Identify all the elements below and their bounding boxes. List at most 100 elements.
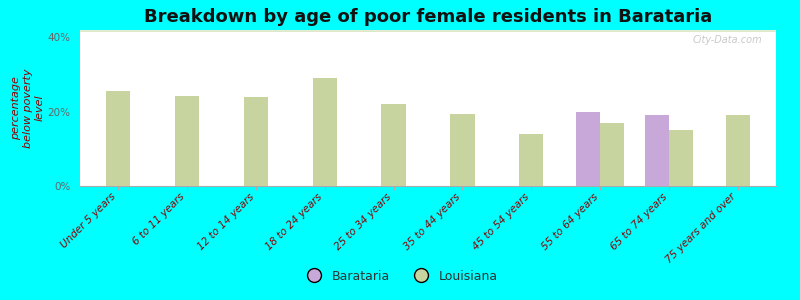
Bar [80,30,776,31]
Bar [80,30,776,31]
Bar [80,30,776,31]
Bar [80,30,776,31]
Bar [80,30,776,31]
Bar [80,30,776,31]
Bar [80,31,776,32]
Bar [80,30,776,31]
Bar [80,30,776,31]
Bar [80,30,776,31]
Bar [80,30,776,31]
Bar [80,30,776,31]
Bar [80,31,776,32]
Bar [80,30,776,31]
Bar [80,30,776,31]
Bar [80,30,776,31]
Bar [80,30,776,31]
Bar [80,30,776,31]
Bar [80,30,776,31]
Bar [80,30,776,31]
Bar [80,30,776,31]
Bar [80,30,776,31]
Bar [80,30,776,31]
Bar [80,30,776,31]
Bar [80,30,776,31]
Bar [80,30,776,31]
Bar [106,91,130,186]
Bar [80,31,776,32]
Bar [80,30,776,31]
Bar [80,30,776,31]
Bar [80,30,776,31]
Bar [80,30,776,31]
Bar [80,30,776,31]
Bar [80,30,776,31]
Bar [80,31,776,32]
Bar [80,30,776,31]
Bar [576,112,600,186]
Bar [80,31,776,32]
Bar [600,123,624,186]
Bar [244,97,268,186]
Bar [80,30,776,31]
Bar [80,30,776,31]
Bar [313,78,337,186]
Bar [80,30,776,31]
Bar [80,31,776,32]
Bar [80,31,776,32]
Bar [80,31,776,32]
Bar [80,30,776,31]
Bar [80,30,776,31]
Bar [80,30,776,31]
Bar [80,31,776,32]
Bar [80,31,776,32]
Bar [80,31,776,32]
Bar [80,30,776,31]
Bar [80,30,776,31]
Bar [80,30,776,31]
Bar [80,30,776,31]
Bar [80,30,776,31]
Bar [80,31,776,32]
Bar [80,30,776,31]
Bar [174,96,199,186]
Bar [80,30,776,31]
Bar [80,30,776,31]
Bar [80,30,776,31]
Bar [80,30,776,31]
Bar [80,30,776,31]
Bar [80,30,776,31]
Title: Breakdown by age of poor female residents in Barataria: Breakdown by age of poor female resident… [144,8,712,26]
Bar [80,30,776,31]
Bar [80,30,776,31]
Bar [80,30,776,31]
Bar [80,30,776,31]
Bar [80,30,776,31]
Bar [80,30,776,31]
Bar [80,30,776,31]
Bar [80,30,776,31]
Bar [80,30,776,31]
Bar [80,31,776,32]
Bar [80,30,776,31]
Bar [80,31,776,32]
Bar [80,30,776,31]
Bar [80,30,776,31]
Bar [80,31,776,32]
Bar [80,30,776,31]
Bar [80,30,776,31]
Bar [669,130,694,186]
Bar [80,30,776,31]
Bar [80,31,776,32]
Bar [80,31,776,32]
Bar [80,31,776,32]
Bar [80,30,776,31]
Bar [80,30,776,31]
Bar [80,31,776,32]
Bar [80,30,776,31]
Bar [726,116,750,186]
Bar [80,30,776,31]
Bar [80,30,776,31]
Bar [80,30,776,31]
Bar [80,30,776,31]
Bar [80,30,776,31]
